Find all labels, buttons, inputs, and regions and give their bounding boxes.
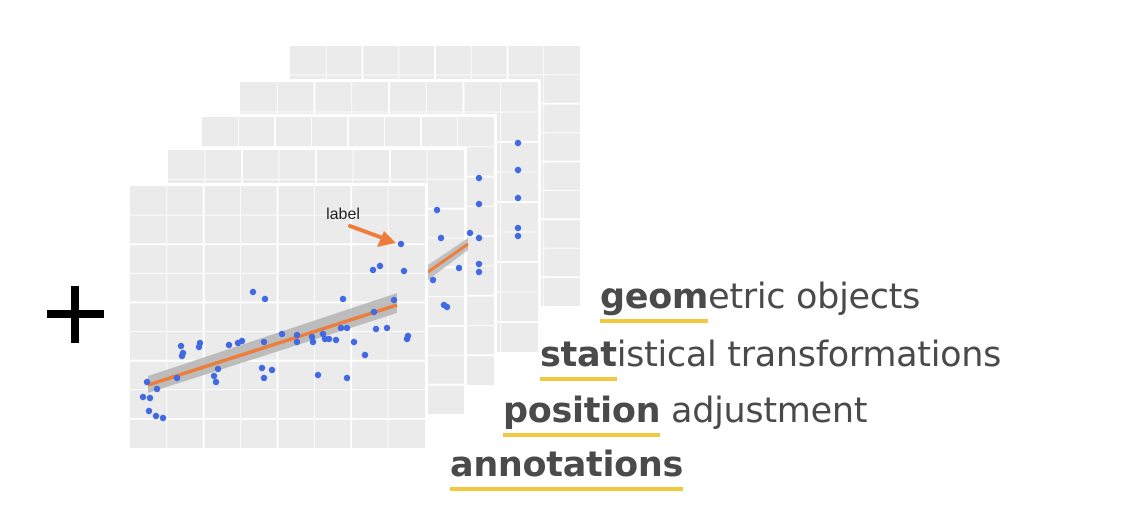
data-point [443, 303, 451, 311]
data-point [361, 351, 369, 359]
data-point [390, 296, 398, 304]
term-rest: adjustment [660, 391, 868, 431]
term-highlight: geom [600, 277, 708, 323]
term-rest: istical transformations [616, 335, 1002, 375]
data-point [177, 342, 185, 350]
data-point [260, 338, 268, 346]
data-point [238, 337, 246, 345]
data-point [325, 335, 333, 343]
data-point [225, 341, 233, 349]
term-highlight: stat [540, 335, 617, 381]
data-point [372, 325, 380, 333]
data-point [260, 374, 268, 382]
data-point [249, 288, 257, 296]
data-point [152, 412, 160, 420]
data-point [350, 338, 358, 346]
data-point [383, 324, 391, 332]
data-point [261, 295, 269, 303]
data-point [159, 414, 167, 422]
data-point [293, 331, 301, 339]
data-point [397, 240, 405, 248]
trend-line [147, 303, 398, 387]
data-point [258, 364, 266, 372]
term-position-adjustment: position adjustment [503, 391, 868, 437]
plot-label: label [326, 206, 360, 223]
data-point [153, 385, 161, 393]
term-statistical-transformations: statistical transformations [540, 335, 1002, 381]
data-point [514, 224, 522, 232]
data-point [404, 332, 412, 340]
term-highlight: annotations [450, 445, 683, 491]
data-point [514, 166, 522, 174]
data-point [475, 200, 483, 208]
term-geometric-objects: geometric objects [600, 277, 921, 323]
confidence-band [148, 293, 397, 393]
data-point [514, 139, 522, 147]
data-point [139, 393, 147, 401]
data-point [178, 352, 186, 360]
data-point [369, 266, 377, 274]
data-point [376, 262, 384, 270]
layered-plot-stack: label [127, 46, 580, 451]
data-point [343, 374, 351, 382]
data-point [429, 276, 437, 284]
data-point [173, 374, 181, 382]
data-point [268, 366, 276, 374]
term-highlight: position [503, 391, 661, 437]
plot-layer-1: label [127, 183, 428, 451]
data-point [370, 308, 378, 316]
data-point [214, 365, 222, 373]
data-point [339, 295, 347, 303]
term-rest: etric objects [708, 277, 921, 317]
data-point [278, 330, 286, 338]
data-point [308, 333, 316, 341]
data-point [475, 234, 483, 242]
data-point [337, 324, 345, 332]
data-point [437, 234, 445, 242]
data-point [293, 338, 301, 346]
data-point [195, 343, 203, 351]
data-point [455, 264, 463, 272]
layered-plots-svg: label [127, 46, 580, 451]
data-point [475, 260, 483, 268]
data-point [332, 336, 340, 344]
data-point [466, 229, 474, 237]
data-point [319, 330, 327, 338]
data-point [210, 372, 218, 380]
arrow-head [377, 231, 396, 247]
trend-line [427, 242, 469, 274]
data-point [514, 194, 522, 202]
data-point [433, 206, 441, 214]
data-point [146, 394, 154, 402]
plus-icon [40, 280, 110, 350]
data-point [475, 174, 483, 182]
data-point [314, 371, 322, 379]
data-point [343, 324, 351, 332]
data-point [514, 232, 522, 240]
data-point [143, 378, 151, 386]
data-point [212, 378, 220, 386]
data-point [475, 268, 483, 276]
data-point [309, 338, 317, 346]
data-point [400, 267, 408, 275]
data-point [145, 407, 153, 415]
term-annotations: annotations [450, 445, 683, 491]
